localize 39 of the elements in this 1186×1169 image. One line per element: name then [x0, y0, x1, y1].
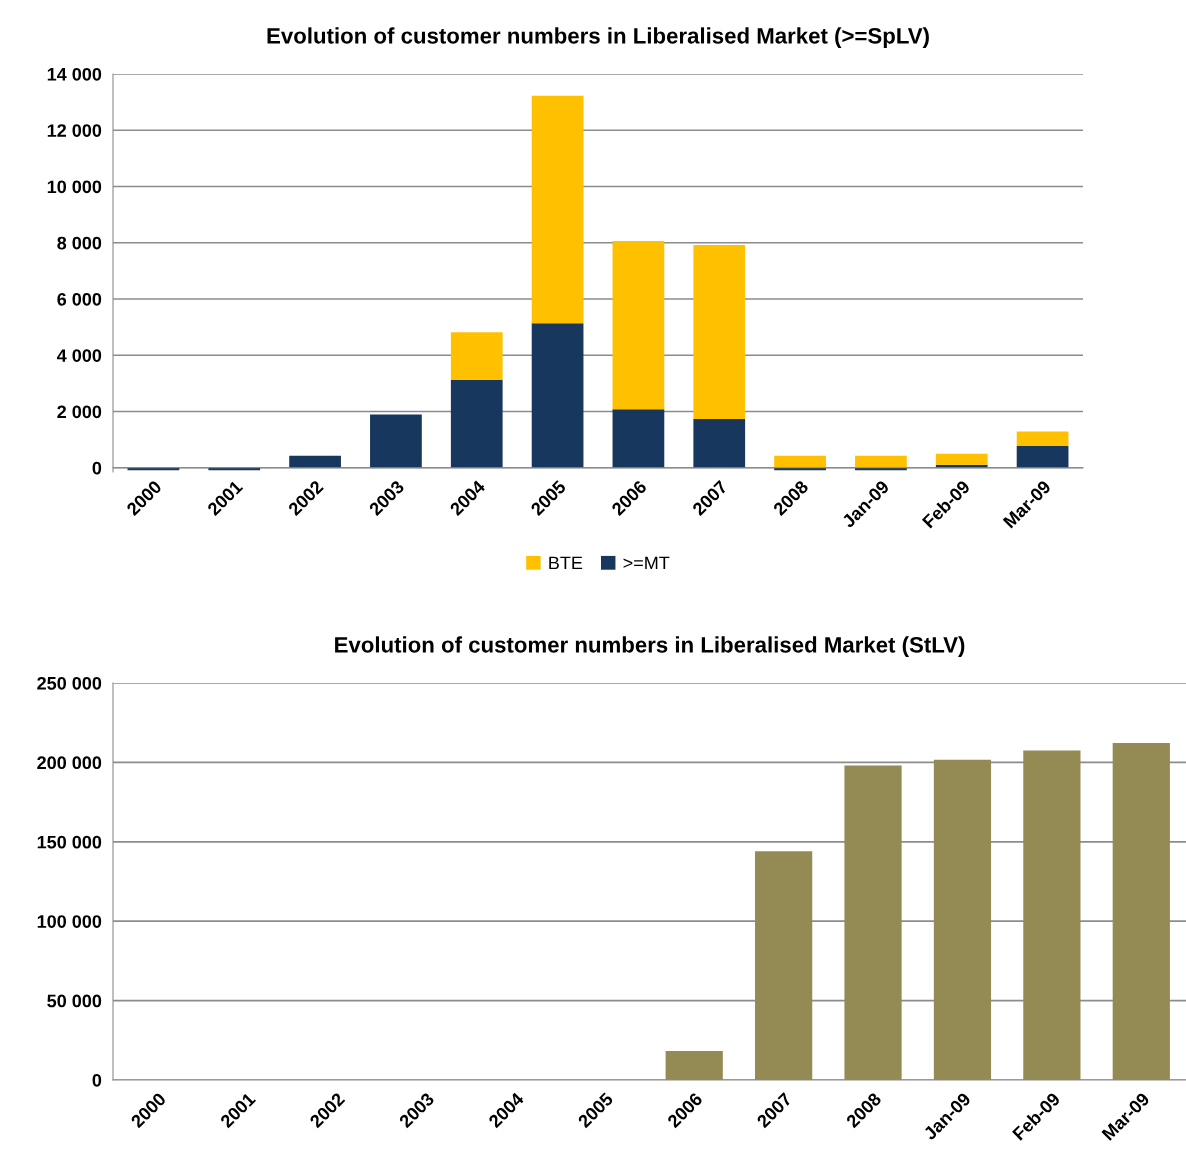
y-tick-label: 12 000: [47, 124, 102, 137]
legend-label: >=MT: [623, 556, 670, 570]
bar: [370, 414, 422, 468]
bar: [450, 332, 503, 380]
bar: [774, 455, 826, 468]
bar: [1023, 750, 1081, 1080]
y-tick-label: 6 000: [57, 292, 102, 306]
bar: [665, 1051, 723, 1080]
bar: [935, 453, 988, 465]
bar: [855, 455, 907, 468]
y-tick-label: 250 000: [37, 676, 102, 690]
bar: [612, 409, 665, 468]
y-tick-label: 150 000: [37, 835, 102, 849]
bar: [933, 759, 992, 1080]
bar: [450, 379, 503, 468]
y-tick-label: 0: [92, 1073, 102, 1087]
bar: [755, 851, 813, 1080]
y-tick-label: 0: [92, 461, 102, 475]
y-tick-label: 4 000: [56, 349, 102, 362]
bar: [844, 765, 902, 1080]
y-tick-label: 2 000: [57, 405, 102, 419]
y-tick-label: 10 000: [47, 180, 102, 194]
y-tick-label: 200 000: [37, 756, 102, 770]
y-tick-label: 8 000: [57, 236, 102, 250]
bar: [1016, 446, 1069, 468]
bar: [693, 245, 746, 420]
chart-title: Evolution of customer numbers in Liberalised Market (StLV): [335, 636, 965, 658]
bar: [693, 419, 746, 468]
bar: [1112, 743, 1170, 1080]
y-tick-label: 14 000: [47, 67, 102, 81]
y-tick-label: 50 000: [47, 994, 102, 1008]
y-tick-label: 100 000: [37, 915, 102, 928]
bar: [531, 323, 584, 468]
chart-title: Evolution of customer numbers in Liberalised Market (>=SpLV): [267, 27, 929, 49]
bar: [531, 95, 584, 324]
bar: [289, 455, 341, 468]
bar: [1016, 431, 1069, 447]
legend-label: BTE: [549, 556, 583, 570]
bar: [612, 241, 665, 410]
